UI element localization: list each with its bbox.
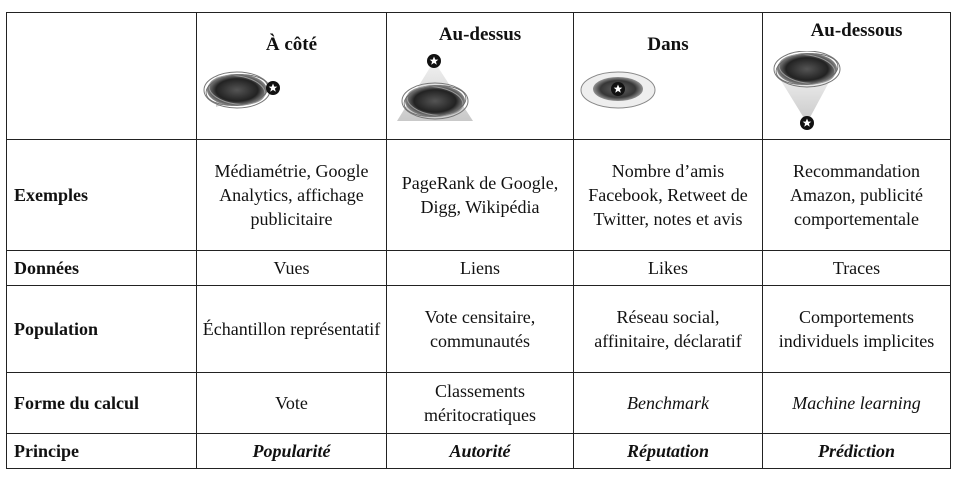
- table-cell: Autorité: [386, 433, 574, 469]
- table-cell: PageRank de Google, Digg, Wikipédia: [386, 139, 574, 251]
- table-cell: Comportements individuels implicites: [762, 285, 951, 373]
- column-title: À côté: [265, 34, 318, 55]
- scribble-beside-star-icon: [203, 71, 280, 109]
- row-label: Exemples: [6, 139, 197, 251]
- row-label: Principe: [6, 433, 197, 469]
- table-row: Population Échantillon représentatif Vot…: [6, 285, 951, 373]
- header-a-cote: À côté: [196, 12, 387, 140]
- table-cell: Réputation: [573, 433, 763, 469]
- table-row: Exemples Médiamétrie, Google Analytics, …: [6, 139, 951, 251]
- column-title: Au-dessus: [438, 24, 522, 45]
- table-cell: Prédiction: [762, 433, 951, 469]
- table-cell: Nombre d’amis Facebook, Retweet de Twitt…: [573, 139, 763, 251]
- table-cell: Réseau social, affinitaire, déclaratif: [573, 285, 763, 373]
- table-cell: Médiamétrie, Google Analytics, affichage…: [196, 139, 387, 251]
- table-cell: Traces: [762, 250, 951, 286]
- row-label: Données: [6, 250, 197, 286]
- column-title: Au-dessous: [810, 20, 903, 41]
- row-label: Population: [6, 285, 197, 373]
- table-row: Principe Popularité Autorité Réputation …: [6, 433, 951, 469]
- table-row: Données Vues Liens Likes Traces: [6, 250, 951, 286]
- table-cell: Échantillon représentatif: [196, 285, 387, 373]
- row-label: Forme du calcul: [6, 372, 197, 434]
- star-above-scribble-icon: [397, 54, 473, 121]
- table-cell: Liens: [386, 250, 574, 286]
- table-cell: Machine learning: [762, 372, 951, 434]
- table-cell: Vote: [196, 372, 387, 434]
- header-row: À côté Au-dessus Dans Au-dessous: [6, 12, 951, 140]
- table-cell: Likes: [573, 250, 763, 286]
- header-au-dessous: Au-dessous: [762, 12, 951, 140]
- table-cell: Benchmark: [573, 372, 763, 434]
- header-au-dessus: Au-dessus: [386, 12, 574, 140]
- star-inside-scribble-icon: [580, 71, 656, 109]
- table-row: Forme du calcul Vote Classements méritoc…: [6, 372, 951, 434]
- table-cell: Classements méritocratiques: [386, 372, 574, 434]
- table-cell: Vote censitaire, communautés: [386, 285, 574, 373]
- comparison-table: À côté Au-dessus Dans Au-dessous Exemple…: [6, 12, 951, 469]
- empty-corner-cell: [6, 12, 197, 140]
- table-cell: Popularité: [196, 433, 387, 469]
- column-title: Dans: [647, 34, 689, 55]
- star-below-scribble-icon: [773, 51, 841, 130]
- table-cell: Vues: [196, 250, 387, 286]
- header-dans: Dans: [573, 12, 763, 140]
- table-cell: Recommandation Amazon, publicité comport…: [762, 139, 951, 251]
